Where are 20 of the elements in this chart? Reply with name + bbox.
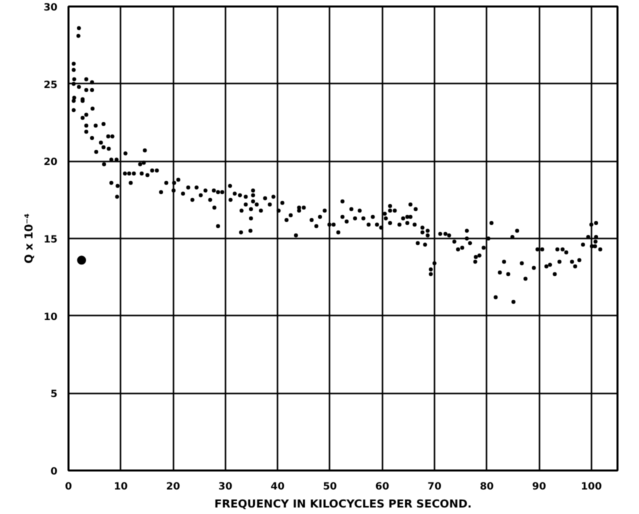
y-tick-label: 10	[44, 312, 58, 323]
y-axis-title: Q x 10⁻⁴	[22, 213, 36, 264]
x-tick-label: 100	[580, 482, 602, 492]
x-tick-label: 70	[428, 482, 442, 492]
x-tick-label: 60	[375, 482, 390, 492]
y-tick-label: 5	[50, 389, 58, 400]
x-tick-label: 30	[218, 482, 232, 492]
x-tick-label: 40	[270, 482, 285, 492]
x-tick-label: 20	[166, 482, 180, 492]
x-tick-label: 80	[480, 482, 494, 492]
x-tick-label: 10	[114, 482, 128, 492]
y-tick-label: 25	[44, 80, 58, 91]
y-tick-label: 0	[50, 466, 58, 478]
x-tick-label: 90	[532, 482, 546, 492]
x-axis-title: FREQUENCY IN KILOCYCLES PER SECOND.	[214, 498, 472, 510]
y-tick-label: 15	[44, 234, 58, 246]
x-tick-label: 50	[322, 482, 337, 492]
y-tick-label: 30	[44, 2, 58, 14]
x-tick-label: 0	[65, 482, 72, 492]
y-tick-label: 20	[44, 157, 58, 168]
